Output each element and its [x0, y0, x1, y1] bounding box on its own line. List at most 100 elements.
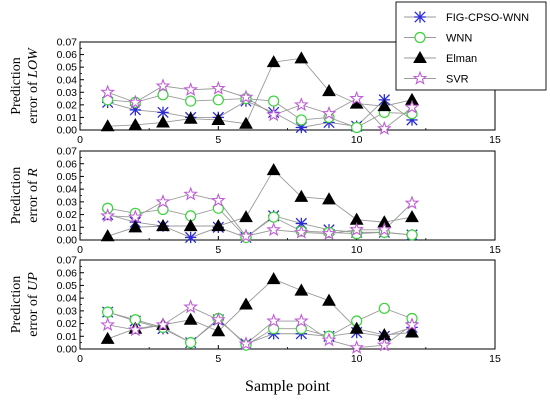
- y-tick-label: 0.02: [57, 99, 78, 111]
- y-axis-label-text: error of: [26, 177, 41, 223]
- y-tick-label: 0.07: [57, 255, 78, 267]
- y-tick-label: 0.05: [57, 171, 78, 183]
- y-axis: 0.000.010.020.030.040.050.060.07: [57, 37, 84, 137]
- series-line: [107, 193, 413, 237]
- y-tick-label: 0.00: [57, 125, 78, 137]
- y-axis-label-line1: Prediction: [9, 57, 24, 115]
- legend-label: Elman: [446, 53, 477, 65]
- legend-marker: [414, 11, 426, 23]
- data-point: [376, 222, 392, 237]
- data-point: [127, 322, 143, 337]
- plot-frame: [79, 259, 496, 350]
- x-axis: 0 5 10 15: [77, 236, 501, 256]
- legend-label: FIG-CPSO-WNN: [446, 12, 529, 24]
- x-tick-label: 15: [489, 353, 501, 365]
- data-point: [293, 313, 309, 328]
- y-tick-label: 0.06: [57, 267, 78, 279]
- data-point: [322, 293, 336, 306]
- data-point: [239, 297, 253, 310]
- y-tick-label: 0.01: [57, 222, 78, 234]
- data-point: [183, 186, 199, 201]
- x-axis-label: Sample point: [245, 378, 330, 395]
- data-point: [294, 189, 309, 202]
- series-elman: [107, 278, 413, 340]
- chart-panel-1: 0.000.010.020.030.040.050.060.070 5 10 15Pr…: [9, 37, 501, 146]
- data-point: [294, 51, 309, 64]
- y-tick-label: 0.05: [57, 280, 78, 292]
- legend-marker: [413, 50, 427, 64]
- data-point: [185, 95, 197, 107]
- data-point: [183, 299, 199, 314]
- x-tick-label: 0: [77, 134, 83, 146]
- y-axis-label-variable: R: [26, 168, 41, 178]
- series-line: [107, 306, 413, 349]
- data-point: [239, 116, 253, 129]
- data-point: [183, 81, 199, 97]
- x-tick-label: 10: [351, 244, 363, 256]
- y-axis-label-line1: Prediction: [9, 167, 24, 225]
- series-line: [107, 85, 413, 130]
- data-point: [157, 89, 169, 101]
- x-tick-label: 10: [351, 134, 363, 146]
- data-point: [184, 231, 197, 244]
- data-point: [322, 192, 336, 205]
- data-point: [404, 99, 420, 114]
- series-markers-svr: [100, 186, 420, 243]
- data-point: [377, 99, 392, 112]
- y-axis: 0.000.010.020.030.040.050.060.07: [57, 146, 84, 247]
- data-point: [155, 194, 171, 209]
- data-point: [239, 210, 253, 223]
- y-tick-label: 0.01: [57, 331, 78, 343]
- chart-panel-2: 0.000.010.020.030.040.050.060.070 5 10 15 Pr…: [9, 146, 501, 256]
- y-tick-label: 0.00: [57, 235, 78, 247]
- data-point: [100, 119, 115, 132]
- data-point: [211, 112, 226, 125]
- data-point: [349, 339, 365, 355]
- data-point: [349, 321, 364, 334]
- data-point: [405, 210, 419, 223]
- legend-item-elman: Elman: [404, 50, 477, 65]
- y-tick-label: 0.04: [57, 293, 78, 305]
- data-point: [294, 283, 309, 296]
- data-point: [100, 331, 115, 344]
- y-axis-label-text: error of: [26, 291, 41, 337]
- y-tick-label: 0.03: [57, 305, 78, 317]
- x-tick-label: 0: [77, 244, 83, 256]
- series-markers-fig-cpso-wnn: [101, 306, 418, 350]
- legend-marker: [412, 70, 428, 85]
- data-point: [238, 89, 254, 104]
- data-point: [322, 84, 336, 97]
- data-point: [321, 225, 337, 240]
- data-point: [210, 192, 226, 207]
- x-axis: 0 5 10 15: [77, 345, 501, 365]
- legend-item-fig-cpso-wnn: FIG-CPSO-WNN: [404, 11, 529, 24]
- data-point: [183, 312, 198, 325]
- data-point: [321, 105, 337, 120]
- data-point: [211, 219, 226, 232]
- data-point: [210, 80, 226, 95]
- y-tick-label: 0.04: [57, 74, 78, 86]
- data-point: [378, 302, 390, 314]
- data-point: [185, 337, 197, 349]
- data-point: [212, 94, 224, 106]
- y-axis-label-line2: error of R: [26, 168, 41, 223]
- data-point: [293, 97, 309, 112]
- series-svr: [107, 306, 413, 349]
- data-point: [266, 163, 281, 176]
- y-tick-label: 0.05: [57, 62, 78, 74]
- data-point: [156, 219, 170, 232]
- y-tick-label: 0.00: [57, 344, 78, 356]
- data-point: [102, 306, 114, 318]
- y-axis-label-variable: LOW: [26, 47, 41, 79]
- data-point: [321, 332, 337, 347]
- data-point: [404, 195, 420, 210]
- legend-label: SVR: [446, 74, 469, 86]
- data-point: [293, 224, 309, 239]
- data-point: [100, 84, 116, 99]
- x-tick-label: 5: [215, 134, 221, 146]
- data-point: [183, 111, 198, 124]
- data-point: [100, 317, 116, 332]
- y-tick-label: 0.02: [57, 318, 78, 330]
- y-tick-label: 0.04: [57, 184, 78, 196]
